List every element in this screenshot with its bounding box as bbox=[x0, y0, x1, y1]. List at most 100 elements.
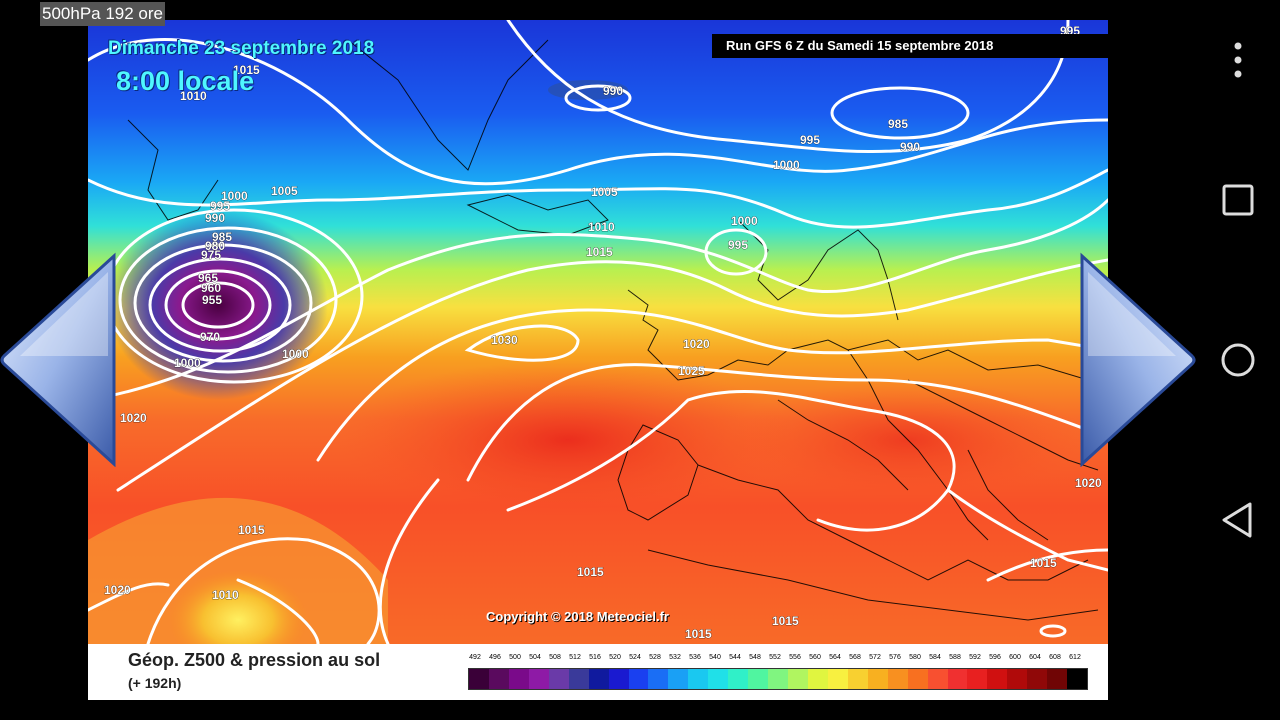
isobar-label: 1030 bbox=[491, 333, 518, 347]
isobar-label: 990 bbox=[603, 84, 623, 98]
legend-ticks: 492 496 500 504 508 512 516 520 524 528 532 536 540 5… bbox=[465, 654, 1085, 666]
isobar-label: 960 bbox=[201, 281, 221, 295]
isobar-label: 995 bbox=[800, 133, 820, 147]
legend-swatch bbox=[1027, 669, 1048, 689]
overflow-menu-icon[interactable] bbox=[1216, 38, 1260, 82]
isobar-label: 995 bbox=[210, 199, 230, 213]
weather-map: 995 1015 1010 990 985 995 990 1000 1005 … bbox=[88, 20, 1108, 700]
isobar-label: 1020 bbox=[1075, 476, 1102, 490]
isobar-label: 970 bbox=[200, 330, 220, 344]
legend: Géop. Z500 & pression au sol (+ 192h) 49… bbox=[88, 644, 1108, 700]
isobar-label: 1015 bbox=[577, 565, 604, 579]
arrow-right-icon[interactable] bbox=[1076, 252, 1196, 468]
arrow-left-icon[interactable] bbox=[0, 252, 120, 468]
legend-tick: 528 bbox=[649, 654, 661, 661]
deep-low-field bbox=[108, 210, 328, 400]
legend-swatch bbox=[668, 669, 689, 689]
legend-swatch bbox=[748, 669, 769, 689]
legend-tick: 504 bbox=[529, 654, 541, 661]
isobars bbox=[88, 20, 1108, 644]
legend-swatch bbox=[967, 669, 988, 689]
legend-swatch bbox=[887, 669, 908, 689]
isobar-label: 990 bbox=[205, 211, 225, 225]
legend-swatch bbox=[1007, 669, 1028, 689]
legend-tick: 512 bbox=[569, 654, 581, 661]
isobar-label: 1015 bbox=[772, 614, 799, 628]
isobar-label: 1015 bbox=[586, 245, 613, 259]
forecast-time: 8:00 locale bbox=[116, 66, 255, 96]
legend-tick: 544 bbox=[729, 654, 741, 661]
legend-tick: 556 bbox=[789, 654, 801, 661]
isobar-label: 1025 bbox=[678, 364, 705, 378]
legend-swatch bbox=[508, 669, 529, 689]
forecast-date: Dimanche 23 septembre 2018 bbox=[108, 38, 375, 59]
isobar-label: 1000 bbox=[731, 214, 758, 228]
map-area: 995 1015 1010 990 985 995 990 1000 1005 … bbox=[88, 20, 1108, 644]
home-icon[interactable] bbox=[1216, 338, 1260, 382]
isobar-label: 980 bbox=[205, 239, 225, 253]
legend-title: Géop. Z500 & pression au sol bbox=[128, 650, 381, 670]
legend-swatch bbox=[548, 669, 569, 689]
isobar-label: 975 bbox=[201, 248, 221, 262]
legend-swatch bbox=[987, 669, 1008, 689]
recents-icon[interactable] bbox=[1216, 178, 1260, 222]
legend-tick: 524 bbox=[629, 654, 641, 661]
legend-swatch bbox=[1047, 669, 1068, 689]
legend-swatch bbox=[568, 669, 589, 689]
isobar-label: 985 bbox=[212, 230, 232, 244]
legend-tick: 576 bbox=[889, 654, 901, 661]
isobar-label: 985 bbox=[888, 117, 908, 131]
isobar-label: 1020 bbox=[120, 411, 147, 425]
legend-tick: 500 bbox=[509, 654, 521, 661]
legend-tick: 548 bbox=[749, 654, 761, 661]
system-navigation-bar bbox=[1196, 0, 1280, 720]
isobar-label: 1005 bbox=[271, 184, 298, 198]
legend-swatch bbox=[648, 669, 669, 689]
legend-swatch bbox=[907, 669, 928, 689]
isobar-label: 1000 bbox=[773, 158, 800, 172]
copyright: Copyright © 2018 Meteociel.fr bbox=[486, 609, 669, 624]
isobar-label: 1010 bbox=[588, 220, 615, 234]
isobar-label: 1015 bbox=[238, 523, 265, 537]
legend-tick: 536 bbox=[689, 654, 701, 661]
legend-subtitle: (+ 192h) bbox=[128, 675, 182, 691]
legend-tick: 540 bbox=[709, 654, 721, 661]
run-info: Run GFS 6 Z du Samedi 15 septembre 2018 bbox=[712, 34, 1108, 58]
isobar-label: 995 bbox=[728, 238, 748, 252]
legend-tick: 552 bbox=[769, 654, 781, 661]
legend-swatch bbox=[528, 669, 549, 689]
isobar-label: 1010 bbox=[212, 588, 239, 602]
legend-tick: 560 bbox=[809, 654, 821, 661]
legend-swatch bbox=[608, 669, 629, 689]
isobar-label: 1005 bbox=[591, 185, 618, 199]
legend-swatch bbox=[947, 669, 968, 689]
legend-swatch bbox=[728, 669, 749, 689]
legend-swatch bbox=[1067, 669, 1088, 689]
legend-tick: 508 bbox=[549, 654, 561, 661]
legend-tick: 608 bbox=[1049, 654, 1061, 661]
isobar-label: 1000 bbox=[174, 356, 201, 370]
isobar-label: 955 bbox=[202, 293, 222, 307]
isobar-label: 1015 bbox=[233, 63, 260, 77]
back-icon[interactable] bbox=[1216, 498, 1260, 542]
legend-tick: 612 bbox=[1069, 654, 1081, 661]
legend-swatch bbox=[628, 669, 649, 689]
isobar-label: 1000 bbox=[282, 347, 309, 361]
legend-swatch bbox=[827, 669, 848, 689]
legend-swatch bbox=[688, 669, 709, 689]
isobar-label: 1020 bbox=[104, 583, 131, 597]
isobar-label: 1020 bbox=[683, 337, 710, 351]
isobar-label: 1015 bbox=[1030, 556, 1057, 570]
isobar-label: 1015 bbox=[685, 627, 712, 641]
isobar-label-layer: 995 1015 1010 990 985 995 990 1000 1005 … bbox=[104, 24, 1103, 642]
legend-tick: 600 bbox=[1009, 654, 1021, 661]
legend-tick: 496 bbox=[489, 654, 501, 661]
legend-swatch bbox=[847, 669, 868, 689]
legend-tick: 564 bbox=[829, 654, 841, 661]
legend-tick: 572 bbox=[869, 654, 881, 661]
yellow-pocket bbox=[168, 570, 308, 644]
legend-tick: 588 bbox=[949, 654, 961, 661]
legend-color-bar bbox=[468, 668, 1088, 690]
isobar-label: 965 bbox=[198, 271, 218, 285]
legend-tick: 584 bbox=[929, 654, 941, 661]
